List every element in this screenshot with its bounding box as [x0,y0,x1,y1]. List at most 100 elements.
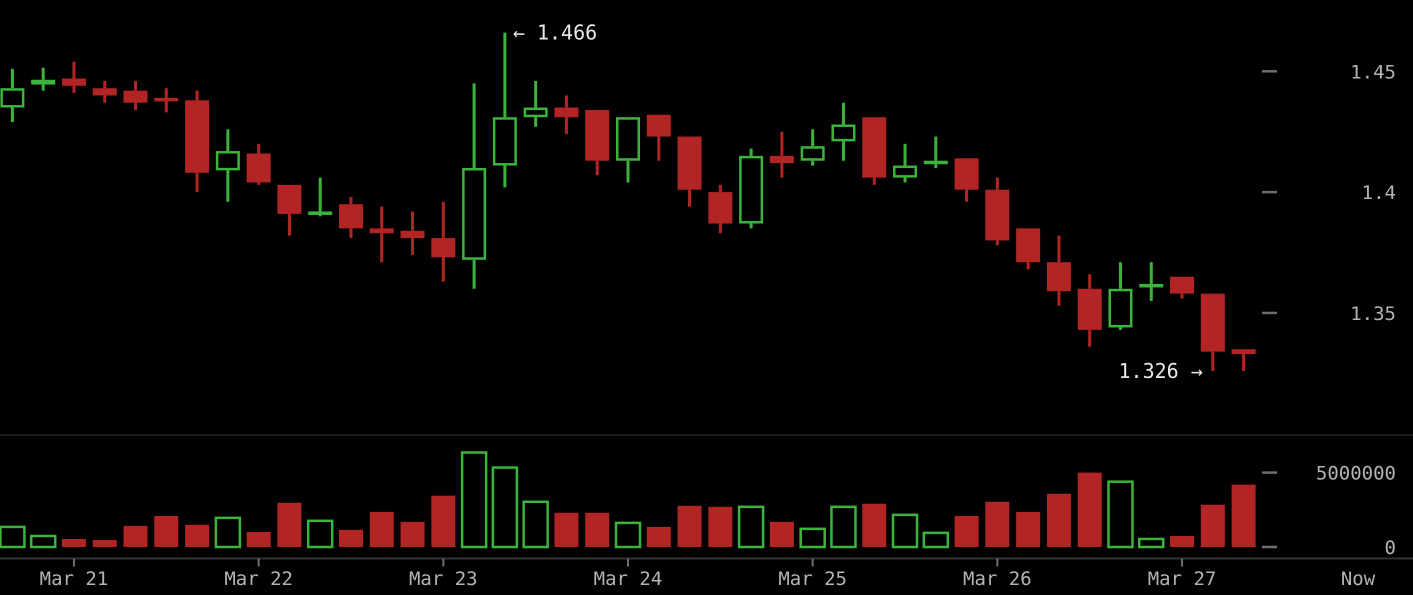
candle[interactable] [523,80,548,127]
candle[interactable] [893,143,918,183]
candle[interactable] [1046,235,1071,306]
volume-bar[interactable] [1231,484,1256,547]
candle-upper-wick [934,136,938,161]
candle[interactable] [1139,262,1164,301]
volume-bar[interactable] [862,503,887,547]
volume-bar[interactable] [1107,480,1134,549]
candle[interactable] [1016,228,1041,270]
volume-bar[interactable] [922,531,950,549]
date-label: Mar 21 [40,568,109,590]
volume-bar[interactable] [891,513,919,549]
candle-body [431,238,456,258]
candle[interactable] [554,95,579,135]
volume-bar[interactable] [1016,511,1041,547]
candle[interactable] [123,80,148,110]
volume-bar[interactable] [61,538,86,547]
volume-bar[interactable] [985,501,1010,547]
candle[interactable] [215,129,240,202]
candle[interactable] [769,131,794,178]
candle[interactable] [677,136,702,207]
volume-bar[interactable] [677,505,702,547]
volume-bar[interactable] [400,521,425,547]
candle[interactable] [462,83,487,289]
price-axis: 1.45 1.4 1.35 [1262,61,1396,325]
candle[interactable] [277,184,302,236]
candle[interactable] [492,32,517,188]
candle[interactable] [739,148,764,229]
candle-lower-wick [318,213,322,217]
candle[interactable] [246,143,271,185]
candle[interactable] [616,117,640,183]
volume-bar[interactable] [554,512,579,547]
candle-lower-wick [780,163,784,178]
volume-bar[interactable] [214,516,242,549]
volume-bar[interactable] [954,515,979,547]
candle-body [616,117,640,161]
candle[interactable] [831,102,856,161]
candle[interactable] [369,206,394,263]
volume-bar[interactable] [769,521,794,547]
volume-bar[interactable] [646,526,671,547]
candle[interactable] [92,80,117,103]
volume-bar[interactable] [708,506,733,547]
volume-bar[interactable] [306,519,334,549]
volume-bar[interactable] [1046,493,1071,547]
volume-bar[interactable] [522,500,549,549]
date-label: Mar 22 [224,568,293,590]
volume-bar[interactable] [614,521,642,549]
volume-bar[interactable] [1138,537,1165,549]
volume-bar[interactable] [92,540,117,547]
volume-bar[interactable] [185,524,210,547]
volume-bar[interactable] [460,451,488,549]
volume-bar[interactable] [338,529,363,547]
candle[interactable] [585,109,610,176]
candle[interactable] [308,177,333,217]
candle[interactable] [1077,274,1102,347]
candle[interactable] [800,129,825,166]
candle[interactable] [1200,293,1225,371]
candle-body [1108,288,1133,328]
volume-bar[interactable] [246,531,271,547]
candle-lower-wick [564,117,568,135]
candle[interactable] [1231,349,1256,371]
candle[interactable] [1170,276,1195,299]
volume-bar[interactable] [0,525,26,549]
candle[interactable] [646,114,671,161]
candle[interactable] [185,90,210,193]
volume-bar[interactable] [585,512,610,547]
volume-bar[interactable] [1077,472,1102,547]
candle[interactable] [954,158,979,202]
volume-bar[interactable] [123,525,148,547]
candle[interactable] [61,61,86,94]
volume-bar[interactable] [369,511,394,547]
candle[interactable] [1108,262,1133,330]
candle[interactable] [431,201,456,282]
candle[interactable] [708,184,733,234]
candle[interactable] [338,196,363,239]
candle[interactable] [400,211,425,255]
candle[interactable] [154,88,179,113]
candle-body [154,97,179,102]
candle-lower-wick [626,160,630,183]
volume-bar[interactable] [491,466,519,549]
candle[interactable] [985,177,1010,246]
candle[interactable] [0,68,25,123]
volume-bar[interactable] [830,505,857,549]
candle-lower-wick [1057,291,1061,306]
volume-bar[interactable] [799,527,826,549]
volume-bar[interactable] [431,495,456,547]
candle-lower-wick [1088,329,1092,347]
candle-body [893,165,918,178]
volume-bar[interactable] [1170,535,1195,547]
volume-bar[interactable] [277,502,302,547]
volume-bar[interactable] [29,534,57,549]
candle[interactable] [923,136,948,168]
volume-bar[interactable] [737,505,765,549]
candle-upper-wick [318,177,322,212]
volume-bar[interactable] [1200,504,1225,547]
candle-lower-wick [72,85,76,94]
candle[interactable] [31,67,56,91]
volume-bar[interactable] [154,515,179,547]
candle[interactable] [862,117,887,185]
